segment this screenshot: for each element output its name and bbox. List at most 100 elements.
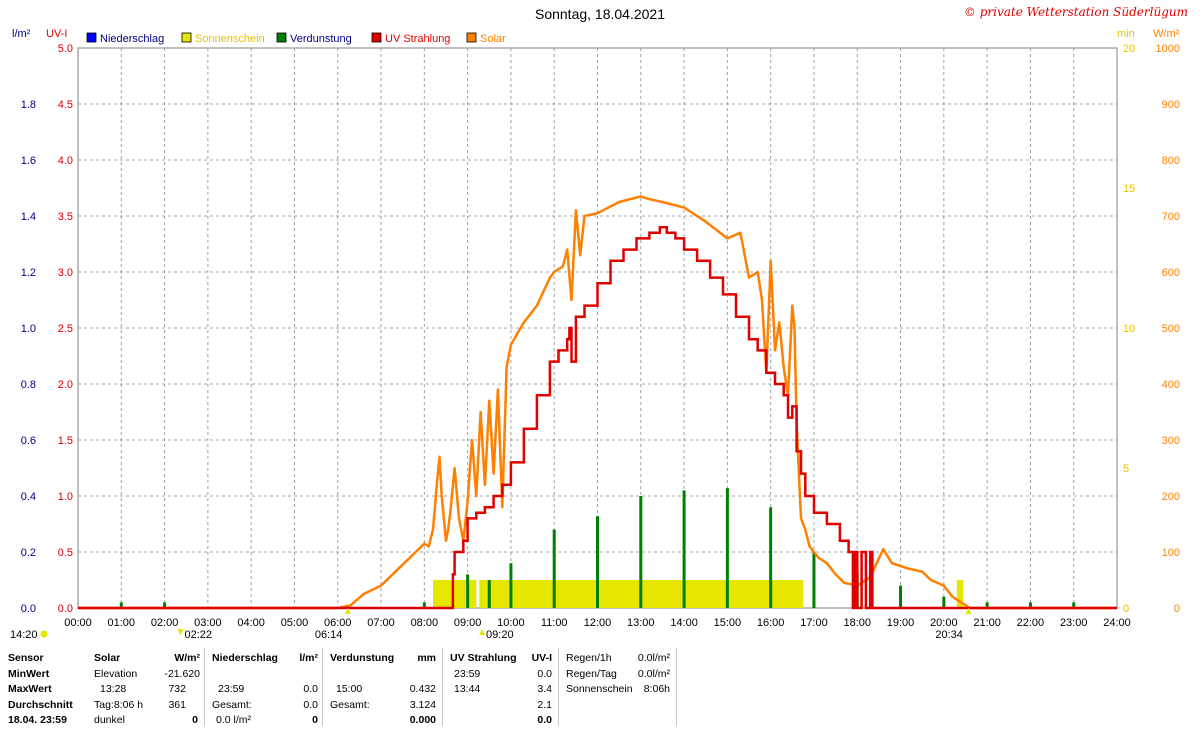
summary-divider (322, 648, 323, 726)
rain-max-time: 23:59 (218, 683, 245, 695)
summary-row-labels: Sensor MinWert MaxWert Durchschnitt 18.0… (8, 652, 88, 730)
y-tick-label-uv: 4.5 (58, 99, 73, 111)
regen-1h-value: 0.0l/m² (637, 652, 670, 664)
uv-header: UV Strahlung (450, 652, 517, 664)
rain-current-value: 0 (312, 714, 318, 726)
y-tick-label-uv: 1.5 (58, 435, 73, 447)
evaporation-bar (725, 488, 729, 608)
uv-max-value: 3.4 (537, 683, 552, 695)
y-tick-label-rain: 0.8 (21, 379, 36, 391)
y-tick-label-solar: 100 (1162, 547, 1180, 559)
sunset-marker (965, 608, 972, 614)
summary-divider (558, 648, 559, 726)
y-tick-label-rain: 1.2 (21, 267, 36, 279)
moon-set-marker (177, 629, 184, 635)
y-tick-label-rain: 0.0 (21, 603, 36, 615)
solar-current-label: dunkel (94, 714, 125, 726)
rain-unit: l/m² (299, 652, 318, 664)
solar-min-value: -21.620 (164, 667, 200, 680)
y-tick-label-rain: 0.4 (21, 491, 36, 503)
y-tick-label-solar: 700 (1162, 211, 1180, 223)
y-axis-unit-sunshine: min (1117, 28, 1135, 40)
legend-label: Sonnenschein (195, 33, 265, 45)
x-tick-label: 05:00 (281, 617, 309, 629)
row-label-sensor: Sensor (8, 652, 44, 664)
solar-unit: W/m² (174, 652, 200, 664)
moon-transit-time-label: 09:20 (486, 629, 514, 641)
sunshine-bar (432, 580, 477, 608)
rain-max-value: 0.0 (303, 683, 318, 695)
x-tick-label: 04:00 (237, 617, 265, 629)
summary-solar: Solar W/m² Elevation -21.620 13:28 732 Tag:… (94, 652, 200, 730)
legend-label: UV Strahlung (385, 33, 450, 45)
solar-line (78, 195, 1117, 610)
evaporation-bar (899, 585, 903, 608)
x-tick-label: 11:00 (541, 617, 568, 629)
moon-rise-time-label: 14:20 (10, 629, 38, 641)
summary-divider (442, 648, 443, 726)
rain-header: Niederschlag (212, 652, 278, 664)
legend-swatch (181, 32, 192, 43)
sunshine-value: 8:06h (643, 683, 670, 695)
y-tick-label-rain: 1.4 (21, 211, 36, 223)
legend-label: Niederschlag (100, 33, 164, 45)
sunshine-bar (956, 580, 964, 608)
legend-label: Solar (480, 33, 506, 45)
summary-divider (676, 648, 677, 726)
moon-set-time-label: 02:22 (184, 629, 212, 641)
x-tick-label: 01:00 (108, 617, 136, 629)
y-tick-label-sunshine: 15 (1123, 183, 1135, 195)
y-tick-label-uv: 2.0 (58, 379, 73, 391)
legend-label: Verdunstung (290, 33, 352, 45)
copyright-label: © private Wetterstation Süderlügum (963, 5, 1188, 19)
evaporation-bar (682, 490, 686, 608)
legend-swatch (466, 32, 477, 43)
uv-avg-value: 2.1 (537, 698, 552, 711)
y-tick-label-solar: 800 (1162, 155, 1180, 167)
x-tick-label: 07:00 (367, 617, 395, 629)
uv-min-value: 0.0 (537, 667, 552, 680)
rain-total-value: 0.0 (303, 698, 318, 711)
y-tick-label-uv: 0.0 (58, 603, 73, 615)
regen-1h-label: Regen/1h (566, 652, 612, 664)
solar-max-time: 13:28 (100, 683, 127, 695)
evaporation-bar (466, 574, 470, 608)
uv-line (78, 225, 1117, 610)
solar-current-value: 0 (192, 714, 198, 726)
y-tick-label-uv: 5.0 (58, 43, 73, 55)
x-tick-label: 24:00 (1103, 617, 1131, 629)
summary-regen: Regen/1h 0.0l/m² Regen/Tag 0.0l/m² Sonnens… (566, 652, 672, 699)
sunset-time-label: 20:34 (935, 629, 963, 641)
summary-divider (204, 648, 205, 726)
x-tick-label: 20:00 (930, 617, 958, 629)
y-tick-label-solar: 200 (1162, 491, 1180, 503)
evap-unit: mm (417, 652, 436, 664)
y-tick-label-uv: 3.5 (58, 211, 73, 223)
evaporation-bar (596, 516, 599, 608)
moon-rise-icon (40, 630, 48, 638)
x-tick-label: 21:00 (973, 617, 1001, 629)
evaporation-bar (163, 602, 167, 608)
y-axis-unit-solar: W/m² (1153, 28, 1180, 40)
evap-current-value: 0.000 (409, 714, 436, 726)
x-tick-label: 16:00 (757, 617, 785, 629)
x-tick-label: 02:00 (151, 617, 179, 629)
sunrise-time-label: 06:14 (315, 629, 343, 641)
x-tick-label: 23:00 (1060, 617, 1088, 629)
row-label-max: MaxWert (8, 683, 52, 695)
solar-max-value: 732 (168, 683, 186, 695)
y-tick-label-uv: 4.0 (58, 155, 73, 167)
chart-svg: 0.0 0.2 0.4 0.6 0.8 1.0 1.2 1.4 1.6 1.8 0.0 0.5 1.0 1… (10, 28, 1180, 641)
evaporation-bar (812, 552, 816, 608)
x-tick-label: 03:00 (194, 617, 222, 629)
y-tick-label-uv: 0.5 (58, 547, 73, 559)
evaporation-bar (487, 580, 491, 608)
moon-transit-marker (479, 629, 486, 635)
evaporation-bar (119, 602, 123, 608)
sunrise-marker (344, 608, 351, 614)
uv-min-time: 23:59 (454, 667, 481, 680)
y-tick-label-rain: 0.2 (21, 547, 36, 559)
y-tick-label-rain: 0.6 (21, 435, 36, 447)
rain-total-label: Gesamt: (212, 698, 252, 711)
